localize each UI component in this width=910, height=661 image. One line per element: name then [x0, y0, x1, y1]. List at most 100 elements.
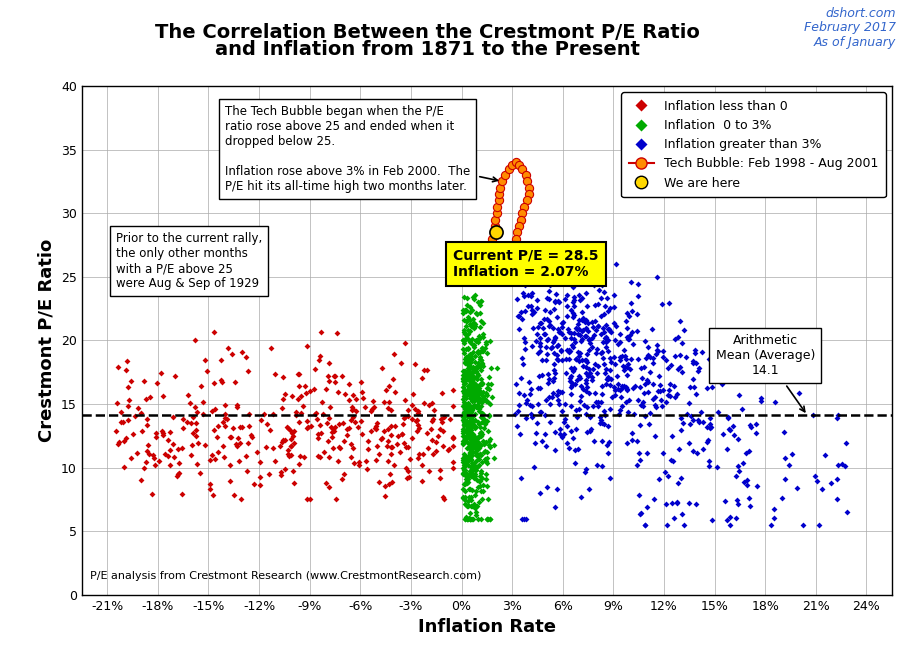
Point	[466, 470, 480, 481]
Point	[468, 321, 482, 331]
Point	[479, 338, 493, 349]
Point	[579, 386, 593, 397]
Point	[484, 379, 499, 390]
Point	[579, 323, 593, 333]
Point	[289, 407, 304, 418]
Point	[297, 451, 311, 462]
Point	[578, 315, 592, 325]
Point	[151, 455, 166, 466]
Point	[433, 413, 448, 424]
Point	[485, 391, 500, 402]
Point	[348, 416, 362, 427]
Point	[460, 386, 474, 397]
Point	[483, 434, 498, 445]
Point	[360, 444, 375, 454]
Point	[488, 221, 502, 231]
Point	[467, 387, 481, 397]
Point	[542, 321, 557, 331]
Point	[460, 372, 475, 383]
Point	[149, 378, 164, 389]
Point	[446, 401, 460, 411]
Point	[468, 440, 482, 451]
Point	[466, 439, 480, 449]
Point	[300, 340, 315, 351]
Point	[467, 395, 481, 406]
Point	[564, 304, 579, 315]
Point	[342, 378, 357, 389]
Point	[471, 476, 486, 486]
Point	[462, 432, 477, 443]
Point	[465, 416, 480, 427]
Point	[304, 420, 318, 431]
Point	[460, 471, 475, 482]
Point	[463, 306, 478, 317]
Point	[461, 459, 476, 470]
Point	[703, 422, 717, 433]
Point	[229, 402, 244, 412]
Point	[328, 377, 342, 387]
Point	[473, 354, 488, 365]
Point	[409, 415, 423, 426]
Point	[574, 336, 589, 346]
Point	[468, 414, 482, 425]
Point	[434, 417, 449, 428]
Point	[731, 352, 745, 362]
Point	[163, 427, 177, 438]
Point	[460, 473, 475, 484]
Point	[468, 436, 482, 447]
Point	[472, 475, 487, 486]
Point	[311, 450, 326, 461]
Point	[401, 465, 416, 476]
Point	[571, 319, 585, 330]
Point	[457, 388, 471, 399]
Point	[591, 299, 605, 309]
Point	[601, 421, 615, 432]
Point	[715, 331, 730, 342]
Point	[471, 401, 486, 411]
Point	[551, 327, 566, 337]
Point	[571, 329, 585, 339]
Point	[649, 349, 663, 360]
Point	[456, 449, 470, 460]
Point	[641, 377, 655, 387]
Point	[463, 369, 478, 380]
Point	[720, 444, 734, 454]
Point	[580, 382, 594, 393]
Point	[462, 512, 477, 523]
Point	[625, 305, 640, 316]
Point	[622, 333, 637, 344]
Point	[456, 334, 470, 345]
Point	[571, 404, 586, 414]
Point	[351, 459, 366, 470]
Point	[469, 433, 483, 444]
Point	[500, 265, 514, 276]
Point	[421, 400, 436, 410]
Point	[211, 447, 226, 457]
Point	[682, 497, 696, 508]
Point	[558, 332, 572, 343]
Point	[603, 379, 618, 390]
Point	[291, 381, 306, 392]
Point	[593, 348, 608, 358]
Point	[547, 368, 561, 378]
Point	[461, 400, 476, 410]
Point	[535, 354, 550, 365]
Point	[555, 329, 570, 340]
Point	[188, 431, 203, 442]
Point	[467, 293, 481, 304]
Point	[599, 319, 613, 330]
Point	[468, 433, 482, 444]
Point	[207, 404, 222, 414]
Point	[581, 364, 596, 375]
Point	[743, 501, 757, 512]
Point	[475, 391, 490, 401]
Point	[626, 383, 641, 394]
Point	[682, 397, 696, 408]
Point	[470, 348, 485, 358]
Point	[140, 446, 155, 456]
Point	[384, 430, 399, 441]
Point	[460, 381, 475, 391]
Point	[461, 417, 476, 428]
Point	[274, 467, 288, 478]
Point	[461, 429, 476, 440]
